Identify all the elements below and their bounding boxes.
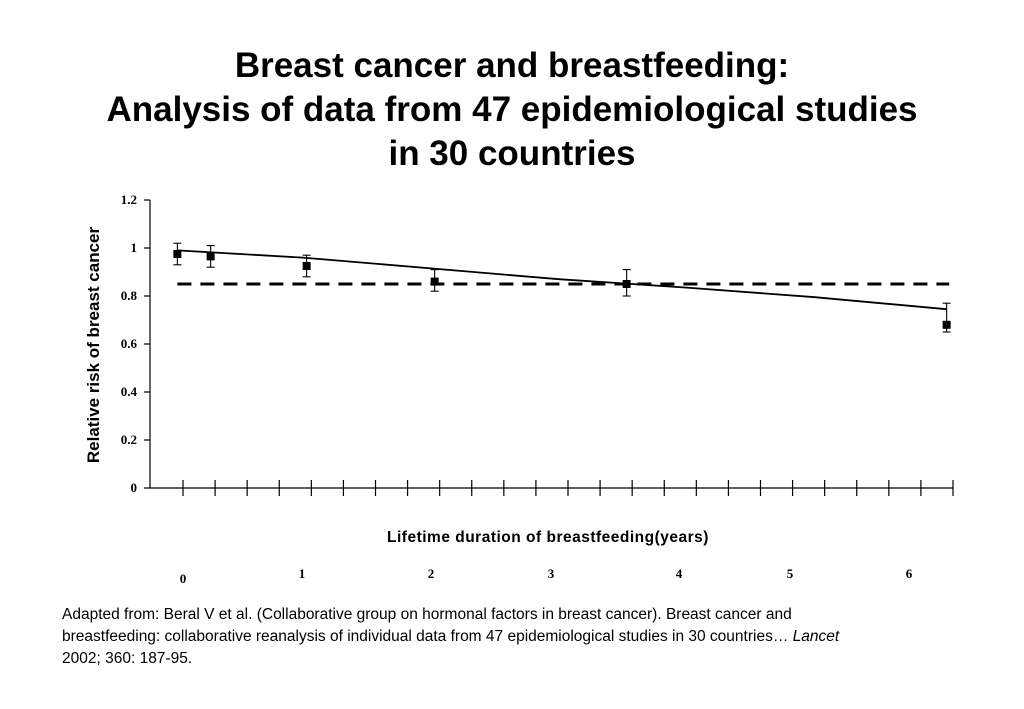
x-tick-label: 6	[906, 566, 913, 581]
title-line-2: Analysis of data from 47 epidemiological…	[106, 90, 918, 129]
y-tick-label: 0.2	[121, 432, 137, 447]
data-point	[206, 245, 215, 268]
data-point	[622, 269, 631, 297]
point-marker	[942, 320, 951, 329]
x-tick-label: 0	[180, 571, 187, 586]
y-tick-label: 0.4	[121, 384, 138, 399]
point-marker	[173, 250, 182, 258]
data-point	[173, 242, 182, 266]
citation-details: 2002; 360: 187-95.	[62, 650, 193, 667]
data-point	[942, 302, 951, 333]
point-marker	[430, 277, 439, 286]
data-point	[430, 269, 439, 292]
x-axis-title: Lifetime duration of breastfeeding(years…	[387, 529, 709, 546]
x-tick-label: 1	[299, 566, 306, 581]
y-tick-label: 1	[131, 240, 138, 255]
point-marker	[622, 280, 631, 288]
y-tick-label: 0.6	[121, 336, 138, 351]
y-tick-label: 1.2	[121, 192, 137, 207]
chart-area: 0 0.2 0.4 0.6 0.8 1 1.2 0 1 2 3 4 5 6 Lifetime duratio…	[84, 192, 954, 586]
citation: Adapted from: Beral V et al. (Collaborat…	[62, 604, 862, 670]
x-tick-label: 2	[428, 566, 435, 581]
y-tick-label: 0.8	[121, 288, 138, 303]
trend-line	[177, 249, 947, 311]
x-tick-label: 3	[548, 566, 555, 581]
citation-journal: Lancet	[792, 628, 840, 645]
points-layer	[173, 242, 951, 333]
x-tick-label: 5	[787, 566, 794, 581]
point-marker	[302, 262, 311, 270]
x-tick-label: 4	[676, 566, 683, 581]
y-tick-label: 0	[131, 480, 138, 495]
series-layer	[177, 249, 950, 311]
title-line-3: in 30 countries	[388, 134, 636, 173]
chart-title: Breast cancer and breastfeeding: Analysi…	[0, 44, 1024, 176]
point-marker	[206, 252, 215, 261]
citation-text: Adapted from: Beral V et al. (Collaborat…	[62, 606, 793, 645]
ticks-layer	[144, 199, 954, 496]
y-axis-title: Relative risk of breast cancer	[84, 227, 103, 464]
title-line-1: Breast cancer and breastfeeding:	[234, 46, 790, 85]
labels-layer: 0 0.2 0.4 0.6 0.8 1 1.2 0 1 2 3 4 5 6 Lifetime duratio…	[84, 192, 913, 586]
data-point	[302, 254, 311, 278]
axes-layer	[149, 200, 953, 489]
